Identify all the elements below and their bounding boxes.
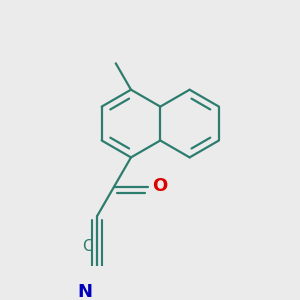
Text: O: O — [152, 177, 167, 195]
Text: N: N — [77, 283, 92, 300]
Text: C: C — [82, 239, 92, 254]
